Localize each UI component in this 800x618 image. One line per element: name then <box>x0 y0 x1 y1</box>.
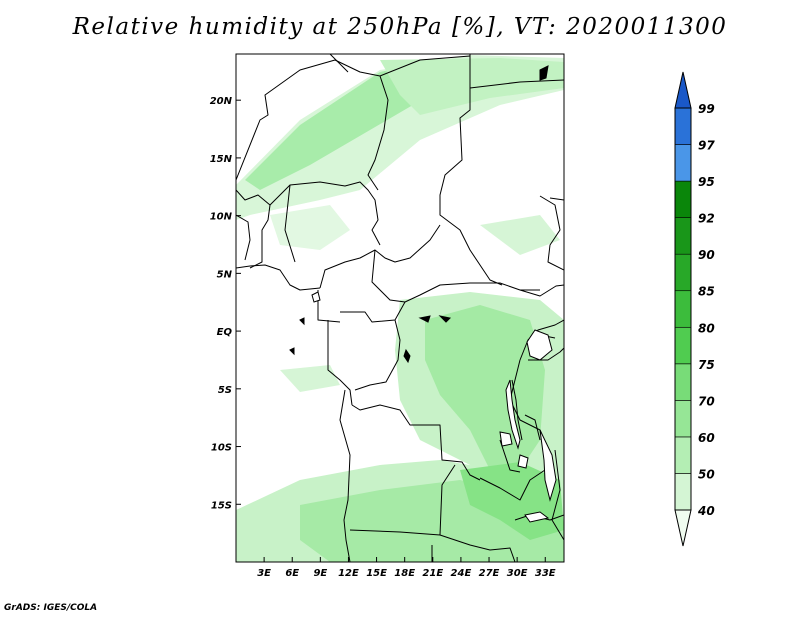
x-tick-label: 12E <box>338 568 359 579</box>
y-axis: 20N 15N 10N 5N EQ 5S 10S 15S <box>210 96 241 511</box>
colorbar-label: 85 <box>698 285 715 299</box>
colorbar-bin <box>674 363 692 401</box>
y-tick-label: 15N <box>210 154 233 165</box>
y-tick-label: 5S <box>218 385 232 396</box>
y-tick-label: 5N <box>217 269 233 280</box>
colorbar-max-triangle <box>674 71 692 109</box>
humidity-shading <box>236 55 564 562</box>
x-tick-label: 3E <box>257 568 271 579</box>
y-tick-label: 10S <box>211 443 232 454</box>
colorbar-label: 92 <box>698 212 715 226</box>
colorbar: 40 50 60 70 75 80 85 90 92 95 97 99 <box>674 71 715 547</box>
colorbar-bin <box>674 290 692 328</box>
x-tick-label: 27E <box>479 568 500 579</box>
y-tick-label: 20N <box>210 96 233 107</box>
colorbar-bin <box>674 144 692 182</box>
colorbar-label: 80 <box>698 321 715 335</box>
credit-text: GrADS: IGES/COLA <box>4 603 98 613</box>
colorbar-bin <box>674 107 692 145</box>
colorbar-outline <box>674 107 692 511</box>
colorbar-bin <box>674 473 692 511</box>
y-tick-label: 15S <box>211 500 232 511</box>
coastal-islands <box>289 65 549 364</box>
x-tick-label: 21E <box>422 568 443 579</box>
colorbar-label: 70 <box>698 394 715 408</box>
colorbar-label: 90 <box>698 248 715 262</box>
x-axis: 3E 6E 9E 12E 15E 18E 21E 24E 27E 30E 33E <box>257 557 556 579</box>
colorbar-min-triangle <box>674 509 692 547</box>
x-tick-label: 24E <box>451 568 472 579</box>
map-title: Relative humidity at 250hPa [%], VT: 202… <box>72 14 728 40</box>
colorbar-label: 50 <box>698 467 715 481</box>
colorbar-label: 40 <box>697 504 715 518</box>
x-tick-label: 15E <box>366 568 387 579</box>
x-tick-label: 9E <box>313 568 327 579</box>
x-tick-label: 33E <box>535 568 556 579</box>
map-frame <box>235 53 565 563</box>
lakes <box>311 291 557 523</box>
colorbar-label: 95 <box>698 175 715 189</box>
colorbar-bin <box>674 326 692 365</box>
country-boundaries <box>236 54 564 562</box>
y-tick-label: 10N <box>210 212 233 223</box>
x-tick-label: 30E <box>507 568 528 579</box>
colorbar-label: 97 <box>698 139 715 153</box>
colorbar-label: 99 <box>698 102 715 116</box>
colorbar-bin <box>674 400 692 438</box>
colorbar-label: 60 <box>698 431 715 445</box>
colorbar-label: 75 <box>698 358 715 372</box>
colorbar-bin <box>674 180 692 218</box>
colorbar-bin <box>674 436 692 474</box>
x-tick-label: 6E <box>285 568 299 579</box>
colorbar-bin <box>674 253 692 292</box>
x-tick-label: 18E <box>394 568 415 579</box>
colorbar-bin <box>674 217 692 255</box>
y-tick-label: EQ <box>217 327 233 338</box>
